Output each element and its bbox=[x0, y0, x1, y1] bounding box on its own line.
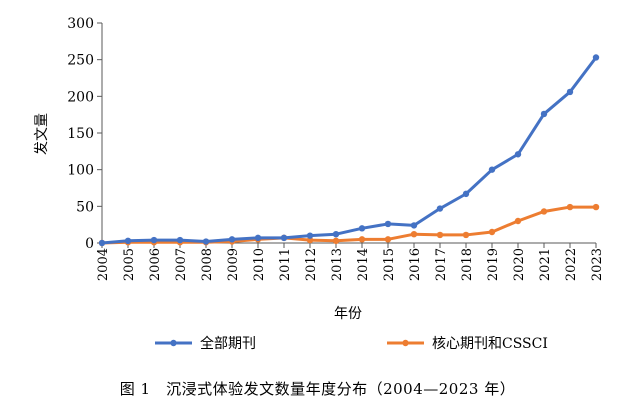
data-point-series-2 bbox=[540, 208, 548, 215]
x-tick-label: 2009 bbox=[226, 248, 241, 281]
x-axis-title: 年份 bbox=[334, 306, 362, 322]
data-point-series-1 bbox=[514, 151, 522, 158]
x-tick-label: 2018 bbox=[460, 248, 475, 281]
data-point-series-1 bbox=[566, 88, 574, 96]
data-point-series-1 bbox=[592, 54, 600, 61]
data-point-series-1 bbox=[384, 220, 392, 228]
x-tick-label: 2014 bbox=[356, 248, 371, 281]
data-point-series-2 bbox=[566, 203, 574, 211]
data-point-series-1 bbox=[202, 238, 210, 245]
legend-label: 全部期刊 bbox=[200, 335, 256, 352]
data-point-series-1 bbox=[488, 166, 496, 173]
x-tick-label: 2010 bbox=[252, 248, 267, 281]
data-point-series-2 bbox=[410, 231, 418, 238]
data-point-series-2 bbox=[358, 236, 366, 243]
y-tick-label: 200 bbox=[67, 89, 94, 105]
data-point-series-1 bbox=[358, 225, 366, 232]
data-point-series-1 bbox=[436, 205, 444, 212]
data-point-series-1 bbox=[540, 110, 548, 118]
data-point-series-1 bbox=[462, 190, 470, 198]
x-tick-label: 2012 bbox=[304, 248, 319, 281]
data-point-series-2 bbox=[514, 217, 522, 225]
legend: 全部期刊 核心期刊和CSSCI bbox=[155, 335, 548, 352]
x-tick-label: 2008 bbox=[200, 248, 215, 281]
plot-area: 0 50 100 150 200 250 300 2004 2005 2006 2007 2008 20… bbox=[67, 16, 605, 281]
data-point-series-2 bbox=[384, 236, 392, 243]
figure-caption: 图 1 沉浸式体验发文数量年度分布（2004—2023 年） bbox=[119, 380, 516, 398]
y-tick-label: 50 bbox=[76, 199, 94, 215]
y-tick-label: 300 bbox=[67, 16, 94, 32]
data-point-series-1 bbox=[306, 232, 314, 239]
legend-swatch-marker bbox=[170, 339, 177, 347]
data-point-series-1 bbox=[228, 236, 236, 243]
data-point-series-2 bbox=[462, 231, 470, 239]
x-tick-label: 2019 bbox=[486, 248, 501, 281]
data-point-series-2 bbox=[592, 203, 600, 211]
series-line-2 bbox=[100, 205, 598, 245]
data-point-series-2 bbox=[436, 231, 444, 239]
y-tick-label: 150 bbox=[67, 126, 94, 142]
x-tick-label: 2013 bbox=[330, 248, 345, 281]
x-tick-label: 2011 bbox=[278, 248, 293, 281]
data-point-series-1 bbox=[332, 231, 340, 238]
y-tick-label: 100 bbox=[67, 163, 94, 179]
y-tick-label: 250 bbox=[67, 53, 94, 69]
y-axis-title: 发文量 bbox=[34, 113, 50, 155]
x-tick-label: 2017 bbox=[434, 248, 449, 281]
series-line-1 bbox=[100, 55, 598, 245]
x-tick-label: 2006 bbox=[148, 248, 163, 281]
x-tick-label: 2016 bbox=[408, 248, 423, 281]
x-tick-label: 2015 bbox=[382, 248, 397, 281]
legend-label: 核心期刊和CSSCI bbox=[432, 336, 548, 352]
data-point-series-1 bbox=[410, 222, 418, 229]
x-tick-label: 2021 bbox=[538, 248, 553, 281]
data-point-series-2 bbox=[332, 237, 340, 244]
x-tick-label: 2007 bbox=[174, 248, 189, 281]
data-point-series-2 bbox=[488, 228, 496, 236]
legend-swatch-marker bbox=[402, 339, 409, 347]
x-tick-label: 2020 bbox=[512, 248, 527, 281]
data-point-series-1 bbox=[124, 237, 132, 244]
data-point-series-1 bbox=[150, 236, 158, 244]
y-tick-label: 0 bbox=[85, 236, 94, 252]
data-point-series-1 bbox=[176, 236, 184, 244]
x-tick-label: 2023 bbox=[590, 248, 605, 281]
x-tick-label: 2005 bbox=[122, 248, 137, 281]
data-point-series-1 bbox=[98, 239, 106, 247]
data-point-series-1 bbox=[254, 234, 262, 242]
data-point-series-2 bbox=[306, 236, 314, 244]
x-tick-label: 2004 bbox=[96, 248, 111, 281]
x-tick-label: 2022 bbox=[564, 248, 579, 281]
data-point-series-1 bbox=[280, 234, 288, 242]
